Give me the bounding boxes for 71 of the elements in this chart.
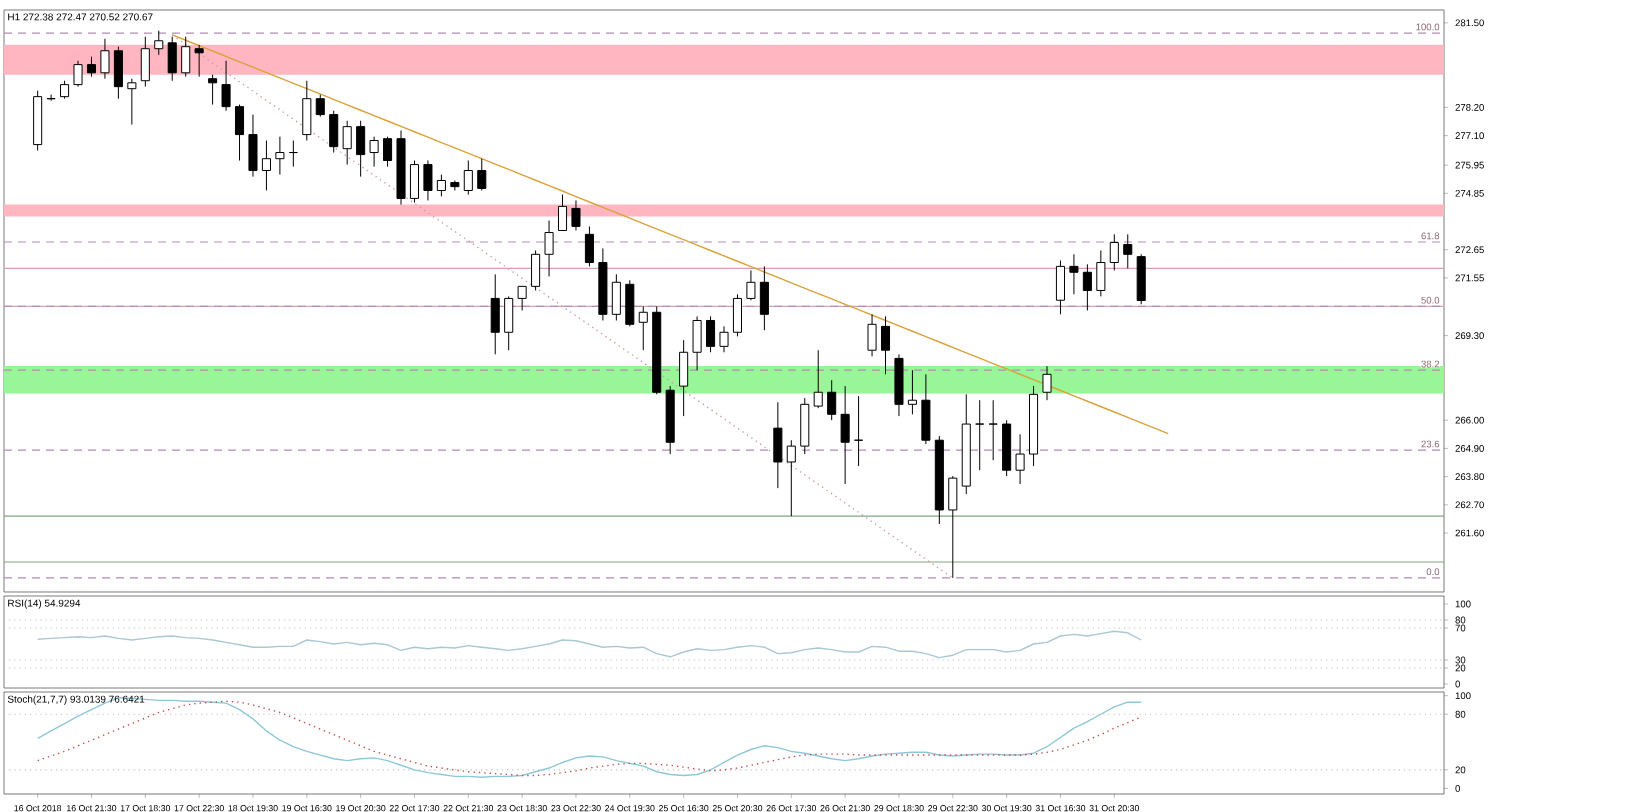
- candlestick: [571, 199, 581, 231]
- candlestick: [867, 313, 877, 357]
- candlestick: [154, 30, 164, 56]
- candlestick: [786, 439, 796, 517]
- candlestick: [1069, 253, 1079, 295]
- candlestick: [423, 159, 433, 201]
- candlestick: [73, 60, 83, 88]
- candlestick: [638, 305, 648, 351]
- candlestick: [531, 249, 541, 291]
- candlestick: [504, 295, 514, 351]
- candlestick: [436, 174, 446, 197]
- candlestick: [894, 353, 904, 417]
- candlestick: [140, 36, 150, 88]
- candlestick: [248, 114, 258, 178]
- candlestick: [975, 399, 985, 471]
- candlestick: [275, 136, 285, 176]
- candlestick: [383, 136, 393, 168]
- candlestick: [719, 325, 729, 353]
- candlestick: [409, 159, 420, 204]
- candlestick: [463, 159, 473, 196]
- candlestick: [746, 269, 756, 301]
- candlestick: [369, 136, 379, 168]
- candlestick: [827, 379, 837, 421]
- candlestick: [732, 293, 742, 337]
- candlestick: [880, 315, 891, 375]
- candlestick: [706, 315, 716, 353]
- candlestick: [490, 273, 500, 355]
- candlestick: [194, 44, 204, 78]
- candlestick: [261, 139, 271, 191]
- candlestick: [329, 110, 339, 154]
- candlestick: [167, 36, 177, 82]
- candlestick: [356, 120, 366, 178]
- candlestick: [1002, 419, 1012, 477]
- candlestick: [517, 285, 527, 311]
- candlestick: [921, 373, 931, 445]
- candlestick: [773, 401, 783, 489]
- candlestick: [840, 385, 850, 485]
- candlestick: [477, 158, 487, 191]
- candlestick: [221, 60, 231, 112]
- candlestick: [557, 194, 568, 231]
- candlestick: [800, 397, 810, 455]
- candlestick: [692, 315, 702, 371]
- candlestick: [625, 279, 635, 327]
- candlestick: [907, 369, 917, 415]
- candlestick: [1042, 365, 1052, 401]
- candlestick: [86, 56, 97, 78]
- candlestick: [813, 349, 823, 409]
- candlestick: [544, 219, 554, 277]
- candlestick: [1082, 263, 1092, 311]
- candlestick: [611, 273, 621, 321]
- candlestick: [181, 36, 191, 78]
- candlestick: [100, 38, 110, 80]
- candlestick: [127, 78, 137, 126]
- candlestick: [948, 475, 958, 579]
- candlestick: [1055, 259, 1065, 315]
- candlestick: [759, 265, 769, 331]
- candlestick: [302, 80, 312, 141]
- candlestick: [584, 225, 594, 267]
- candlestick: [679, 339, 689, 417]
- candlestick: [234, 104, 245, 161]
- candlestick: [208, 74, 218, 106]
- candlestick: [33, 90, 43, 151]
- candlestick: [113, 46, 123, 100]
- candlestick: [342, 120, 352, 166]
- candlestick: [988, 399, 998, 461]
- candlestick: [1096, 249, 1106, 297]
- candlestick: [1015, 433, 1025, 485]
- candlestick: [315, 94, 325, 118]
- candlestick: [1136, 253, 1146, 305]
- candlestick: [1109, 233, 1119, 271]
- candlestick: [1123, 233, 1133, 269]
